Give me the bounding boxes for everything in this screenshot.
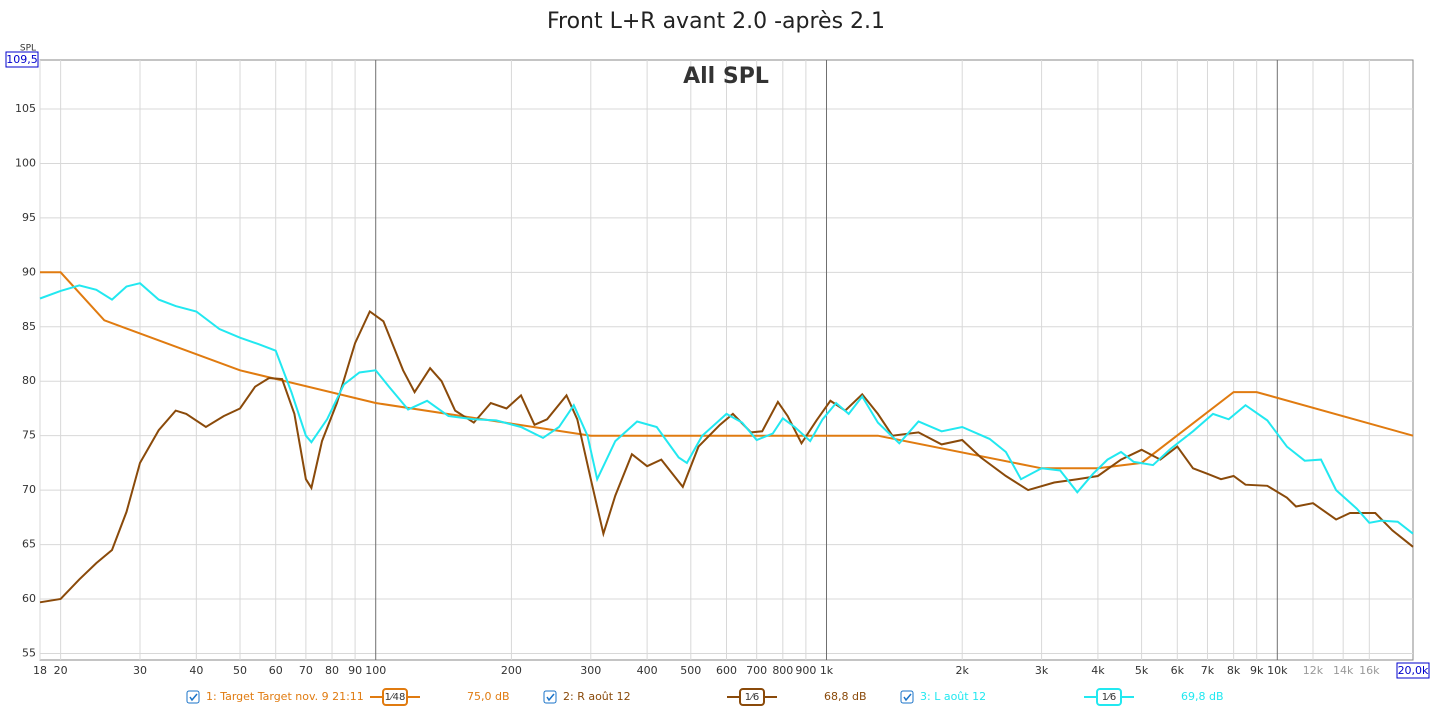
y-axis-label: SPL — [20, 44, 36, 54]
x-tick-label: 400 — [637, 664, 658, 677]
series-line — [39, 282, 1414, 535]
series-line — [40, 271, 1414, 470]
legend-level: 75,0 dB — [467, 690, 510, 703]
y-tick-label: 55 — [22, 646, 36, 659]
annotation: All SPL — [683, 64, 769, 89]
legend-label: 2: R août 12 — [563, 690, 631, 703]
y-tick-label: 80 — [22, 374, 36, 387]
x-tick-label: 800 — [772, 664, 793, 677]
tick-box — [5, 51, 39, 68]
x-tick-label: 3k — [1035, 664, 1049, 677]
y-tick-label: 65 — [22, 538, 36, 551]
x-tick-label: 60 — [269, 664, 283, 677]
x-tick-label: 16k — [1359, 664, 1380, 677]
legend-checkbox[interactable] — [186, 690, 200, 704]
legend-label: 1: Target Target nov. 9 21:11 — [206, 690, 364, 703]
x-tick-label: 700 — [746, 664, 767, 677]
y-tick-label: 100 — [15, 156, 36, 169]
x-tick-label: 6k — [1171, 664, 1185, 677]
y-tick-label: 109,5 — [6, 53, 38, 66]
y-tick-label: 90 — [22, 265, 36, 278]
y-tick-label: 60 — [22, 592, 36, 605]
x-tick-label: 14k — [1333, 664, 1354, 677]
legend-check — [189, 693, 198, 702]
legend-label: 3: L août 12 — [920, 690, 986, 703]
legend-level: 68,8 dB — [824, 690, 867, 703]
y-tick-label: 105 — [15, 102, 36, 115]
x-tick-label: 300 — [580, 664, 601, 677]
x-tick-label: 8k — [1227, 664, 1241, 677]
x-tick-label: 40 — [189, 664, 203, 677]
legend-smoothing: 1⁄48 — [385, 692, 406, 703]
legend-smoothing-box — [739, 688, 765, 706]
x-tick-label: 900 — [795, 664, 816, 677]
x-tick-label: 70 — [299, 664, 313, 677]
chart-title: Front L+R avant 2.0 -après 2.1 — [547, 9, 885, 34]
legend-checkbox[interactable] — [543, 690, 557, 704]
x-tick-label: 600 — [716, 664, 737, 677]
x-tick-label: 1k — [820, 664, 834, 677]
x-tick-label: 500 — [680, 664, 701, 677]
x-tick-label: 10k — [1267, 664, 1288, 677]
grid: 55 60 65 70 75 80 85 90 95 100 105 109,5 18 20 30 40 50 6… — [5, 51, 1430, 679]
legend-checkbox[interactable] — [900, 690, 914, 704]
legend-level: 69,8 dB — [1181, 690, 1224, 703]
x-tick-label: 7k — [1201, 664, 1215, 677]
series-line — [39, 309, 1414, 604]
legend: 1: Target Target nov. 9 21:11 1⁄48 75,0 dB… — [186, 688, 1224, 706]
x-tick-label: 18 — [33, 664, 47, 677]
y-tick-label: 75 — [22, 429, 36, 442]
x-tick-label: 12k — [1303, 664, 1324, 677]
y-tick-label: 85 — [22, 320, 36, 333]
x-tick-label: 20,0k — [1398, 664, 1429, 677]
tick-box — [1396, 662, 1430, 679]
x-tick-label: 30 — [133, 664, 147, 677]
x-tick-label: 20 — [54, 664, 68, 677]
legend-smoothing: 1⁄6 — [1102, 692, 1116, 703]
x-tick-label: 200 — [501, 664, 522, 677]
legend-smoothing-box — [1096, 688, 1122, 706]
y-tick-label: 70 — [22, 483, 36, 496]
x-tick-label: 2k — [956, 664, 970, 677]
y-tick-label: 95 — [22, 211, 36, 224]
legend-check — [903, 693, 912, 702]
legend-smoothing: 1⁄6 — [745, 692, 759, 703]
legend-smoothing-box — [382, 688, 408, 706]
x-tick-label: 50 — [233, 664, 247, 677]
x-tick-label: 100 — [365, 664, 386, 677]
legend-check — [546, 693, 555, 702]
x-tick-label: 5k — [1135, 664, 1149, 677]
lines — [39, 271, 1414, 604]
x-tick-label: 90 — [348, 664, 362, 677]
x-tick-label: 4k — [1091, 664, 1105, 677]
x-tick-label: 9k — [1250, 664, 1264, 677]
x-tick-label: 80 — [325, 664, 339, 677]
